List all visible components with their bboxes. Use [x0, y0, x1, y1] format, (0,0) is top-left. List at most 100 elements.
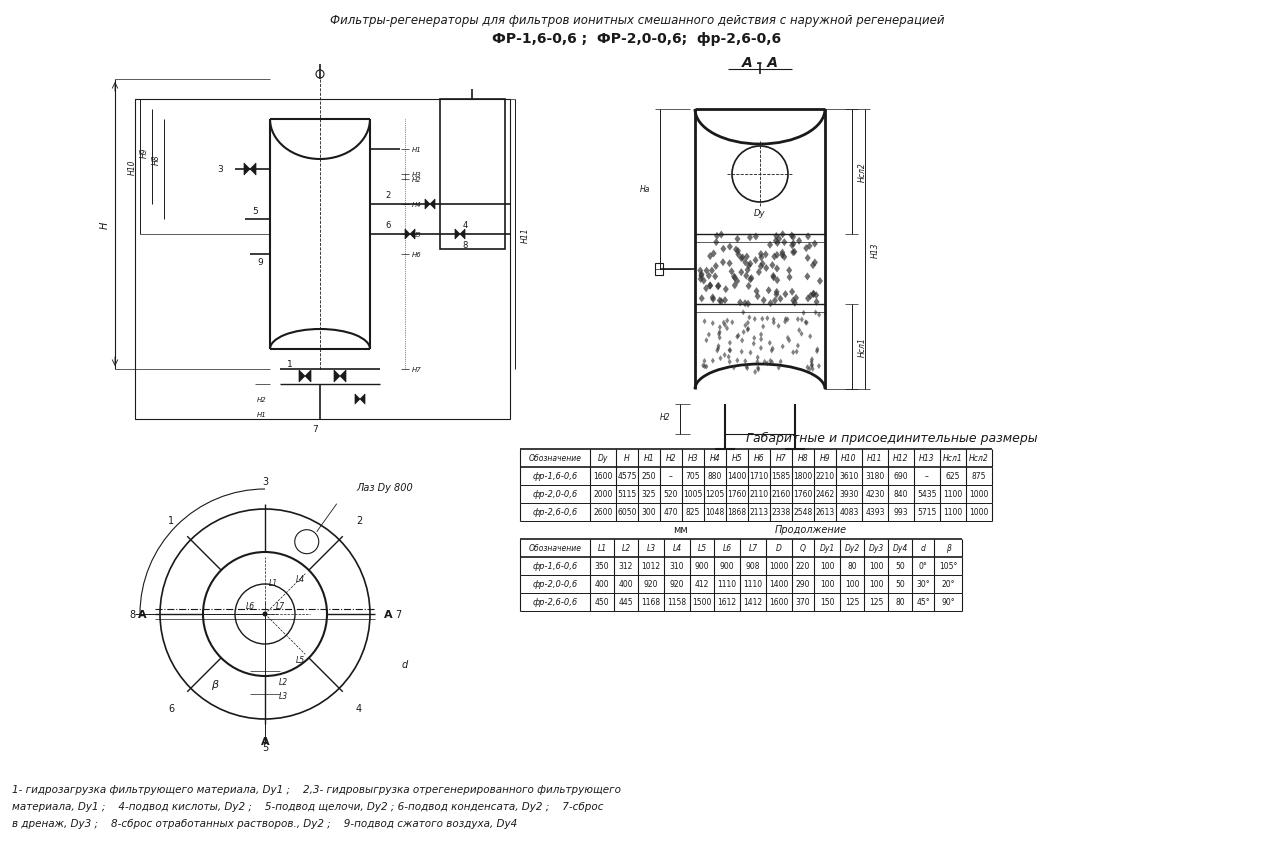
Polygon shape — [717, 332, 721, 338]
Polygon shape — [812, 259, 818, 267]
Polygon shape — [743, 259, 748, 267]
Polygon shape — [749, 351, 753, 357]
Polygon shape — [815, 347, 819, 353]
Polygon shape — [752, 335, 757, 341]
Polygon shape — [710, 296, 716, 304]
Text: H1: H1 — [412, 147, 422, 153]
Text: H2: H2 — [666, 454, 676, 463]
Polygon shape — [772, 320, 776, 326]
Text: 50: 50 — [896, 580, 905, 589]
Polygon shape — [781, 344, 785, 350]
Text: 250: 250 — [642, 472, 656, 481]
Polygon shape — [773, 288, 780, 297]
Polygon shape — [753, 287, 759, 296]
Text: 1400: 1400 — [769, 580, 789, 589]
Polygon shape — [761, 297, 767, 305]
Polygon shape — [775, 252, 780, 259]
Polygon shape — [810, 262, 815, 270]
Polygon shape — [701, 277, 707, 285]
Text: 1012: 1012 — [641, 562, 660, 571]
Text: 875: 875 — [972, 472, 986, 481]
Text: 80: 80 — [896, 598, 905, 606]
Polygon shape — [745, 366, 749, 372]
Polygon shape — [798, 328, 801, 334]
Polygon shape — [740, 254, 745, 262]
Text: L6: L6 — [722, 544, 731, 553]
Polygon shape — [810, 363, 814, 369]
Polygon shape — [795, 349, 799, 355]
Polygon shape — [460, 229, 465, 240]
Polygon shape — [769, 348, 773, 354]
Polygon shape — [766, 316, 769, 322]
Polygon shape — [771, 273, 776, 281]
Text: β: β — [945, 544, 950, 553]
Text: L7: L7 — [748, 544, 758, 553]
Text: β: β — [211, 679, 219, 689]
Polygon shape — [726, 243, 733, 252]
Polygon shape — [703, 267, 710, 276]
Polygon shape — [698, 271, 705, 279]
Polygon shape — [748, 260, 753, 269]
Polygon shape — [814, 299, 819, 306]
Polygon shape — [741, 300, 748, 308]
Text: 908: 908 — [745, 562, 761, 571]
Polygon shape — [791, 350, 795, 356]
Text: 1: 1 — [287, 360, 293, 369]
Text: 220: 220 — [796, 562, 810, 571]
Text: H2: H2 — [660, 413, 670, 421]
Polygon shape — [761, 324, 766, 330]
Polygon shape — [698, 295, 705, 303]
Text: H4: H4 — [710, 454, 720, 463]
Polygon shape — [786, 317, 790, 323]
Polygon shape — [796, 237, 803, 246]
Polygon shape — [745, 321, 750, 327]
Polygon shape — [717, 335, 721, 341]
Text: L4: L4 — [296, 575, 304, 583]
Polygon shape — [735, 251, 741, 259]
Polygon shape — [789, 232, 795, 241]
Polygon shape — [755, 359, 759, 365]
Polygon shape — [431, 200, 434, 210]
Polygon shape — [767, 241, 773, 249]
Polygon shape — [810, 291, 817, 299]
Polygon shape — [707, 332, 711, 338]
Polygon shape — [775, 277, 780, 285]
Text: 7: 7 — [312, 425, 318, 434]
Polygon shape — [711, 358, 715, 364]
Bar — [655, 264, 662, 276]
Polygon shape — [805, 365, 809, 371]
Text: 100: 100 — [869, 580, 883, 589]
Text: фр-2,6-0,6: фр-2,6-0,6 — [533, 598, 577, 606]
Text: H2: H2 — [412, 177, 422, 183]
Text: H6: H6 — [412, 252, 422, 258]
Polygon shape — [772, 317, 776, 323]
Text: 1500: 1500 — [692, 598, 712, 606]
Text: d: d — [921, 544, 925, 553]
Polygon shape — [777, 295, 784, 304]
Text: 1205: 1205 — [706, 490, 725, 499]
Polygon shape — [778, 359, 782, 365]
Polygon shape — [741, 329, 745, 335]
Polygon shape — [766, 361, 769, 367]
Polygon shape — [743, 358, 748, 365]
Polygon shape — [758, 263, 764, 271]
Polygon shape — [722, 352, 726, 358]
Polygon shape — [361, 395, 364, 404]
Polygon shape — [719, 298, 725, 306]
Text: 100: 100 — [845, 580, 859, 589]
Polygon shape — [698, 276, 703, 284]
Polygon shape — [777, 365, 781, 371]
Polygon shape — [808, 367, 812, 373]
Polygon shape — [790, 297, 796, 305]
Polygon shape — [784, 316, 787, 322]
Polygon shape — [814, 310, 818, 316]
Polygon shape — [753, 369, 757, 375]
Text: 1168: 1168 — [641, 598, 660, 606]
Text: 8: 8 — [462, 241, 468, 249]
Text: 1158: 1158 — [668, 598, 687, 606]
Text: 1000: 1000 — [970, 508, 989, 517]
Text: 1800: 1800 — [794, 472, 813, 481]
Polygon shape — [813, 292, 819, 299]
Text: A: A — [261, 736, 269, 746]
Polygon shape — [780, 252, 785, 259]
